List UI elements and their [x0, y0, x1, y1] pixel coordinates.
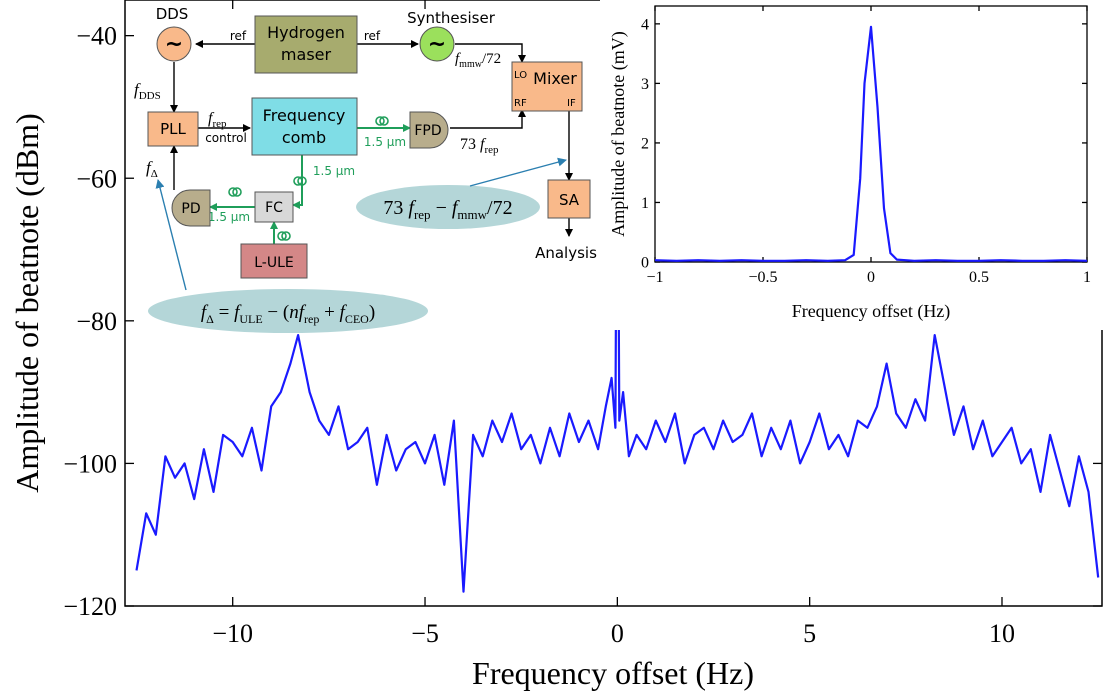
y-tick-label: 2	[641, 136, 649, 153]
x-tick-label: 0	[867, 269, 875, 286]
pll-box	[147, 111, 199, 147]
y-tick-label: −80	[76, 307, 117, 336]
fibre-coil-icon	[293, 176, 303, 186]
f-rep-label: frep	[208, 110, 227, 130]
f-dds-label: fDDS	[134, 80, 161, 102]
spectrum-analyser-box	[547, 179, 591, 219]
pll-label: PLL	[160, 120, 186, 138]
fibre-coil-icon	[375, 116, 385, 126]
x-tick-label: −0.5	[748, 269, 777, 286]
wavelength-label-fc-pd: 1.5 μm	[208, 210, 250, 224]
fibre-coil-icon	[232, 187, 242, 197]
y-tick-label: −120	[63, 592, 117, 621]
synthesiser-oscillator-symbol: ~	[428, 32, 446, 57]
fpd-label: FPD	[414, 123, 441, 139]
f-delta-bubble-pointer	[155, 179, 187, 291]
inset-y-axis-label: Amplitude of beatnote (mV)	[608, 31, 629, 236]
mixer-label: Mixer	[533, 69, 577, 88]
frequency-comb-box	[251, 97, 358, 156]
fpd-to-mixer-arrow	[450, 109, 526, 129]
hydrogen-maser-box	[254, 15, 358, 74]
fc-label: FC	[265, 200, 283, 216]
fibre-coil-icon	[297, 176, 307, 186]
y-tick-label: −100	[63, 450, 117, 479]
f-delta-bubble	[148, 289, 428, 333]
f-mmw-label: fmmw/72	[455, 51, 501, 70]
fibre-coil-icon	[277, 231, 287, 241]
x-tick-label: −1	[646, 269, 663, 286]
fibre-coil-icon	[228, 187, 238, 197]
x-tick-label: 0	[611, 619, 624, 648]
x-tick-label: −10	[212, 619, 253, 648]
inset-background	[600, 0, 1106, 330]
beat-bubble-pointer	[469, 157, 567, 187]
dds-oscillator-symbol: ~	[165, 32, 183, 57]
x-tick-label: 1	[1083, 269, 1091, 286]
fibre-coil-icon	[379, 116, 389, 126]
synthesiser-label: Synthesiser	[407, 9, 496, 27]
synthesiser-oscillator-icon	[419, 26, 455, 62]
f-delta-label: fΔ	[146, 158, 158, 180]
beat-frequency-formula: 73 frep − fmmw/72	[383, 197, 512, 222]
frequency-comb-label-2: comb	[282, 128, 326, 147]
mixer-box	[511, 61, 583, 112]
comb-to-fc-fibre	[292, 155, 303, 209]
inset-axis-ticks: −1 −0.5 0 0.5 1 0 1 2 3 4	[641, 6, 1091, 286]
ref-right-label: ref	[364, 29, 381, 43]
main-axis-ticks: −10 −5 0 5 10−120−100−80−60−40	[63, 0, 1102, 648]
dds-label: DDS	[156, 5, 189, 23]
mixer-rf-port: RF	[514, 98, 527, 109]
dds-oscillator-icon	[156, 26, 192, 62]
hydrogen-maser-label-2: maser	[281, 45, 332, 64]
y-tick-label: 4	[641, 16, 649, 33]
frequency-comb-label-1: Frequency	[263, 106, 346, 125]
inset-x-axis-label: Frequency offset (Hz)	[792, 301, 951, 322]
x-tick-label: 5	[803, 619, 816, 648]
fpd-detector-box	[409, 111, 449, 149]
pd-label: PD	[181, 201, 200, 217]
y-tick-label: 3	[641, 76, 649, 93]
inset-series-line	[654, 25, 1088, 262]
x-tick-label: 10	[989, 619, 1015, 648]
analysis-label: Analysis	[535, 244, 597, 262]
l-ule-box	[240, 243, 308, 279]
l-ule-label: L-ULE	[254, 255, 294, 271]
spectrum-analyser-label: SA	[559, 191, 580, 209]
y-tick-label: −60	[76, 164, 117, 193]
main-y-axis-label: Amplitude of beatnote (dBm)	[9, 113, 45, 492]
fibre-coil-icon	[281, 231, 291, 241]
y-tick-label: 1	[641, 195, 649, 212]
f-delta-formula: fΔ = fULE − (nfrep + fCEO)	[201, 302, 375, 326]
fc-box	[254, 191, 294, 223]
pd-detector-box	[171, 189, 211, 227]
y-tick-label: 0	[641, 255, 649, 272]
x-tick-label: 0.5	[969, 269, 989, 286]
wavelength-label-comb-fc: 1.5 μm	[313, 164, 355, 178]
x-tick-label: −5	[411, 619, 439, 648]
synth-to-mixer-arrow	[455, 43, 526, 63]
ref-left-label: ref	[230, 29, 247, 43]
block-diagram: Hydrogen maser ~ DDS ~ Synthesiser ref r…	[134, 5, 597, 333]
y-tick-label: −40	[76, 22, 117, 51]
seventy-three-frep-label: 73 frep	[460, 136, 499, 156]
hydrogen-maser-label-1: Hydrogen	[267, 23, 345, 42]
control-label: control	[205, 131, 247, 145]
wavelength-label-comb-fpd: 1.5 μm	[364, 135, 406, 149]
mixer-lo-port: LO	[514, 70, 527, 81]
mixer-if-port: IF	[567, 98, 576, 109]
beat-frequency-bubble	[356, 185, 540, 229]
main-x-axis-label: Frequency offset (Hz)	[472, 655, 754, 691]
